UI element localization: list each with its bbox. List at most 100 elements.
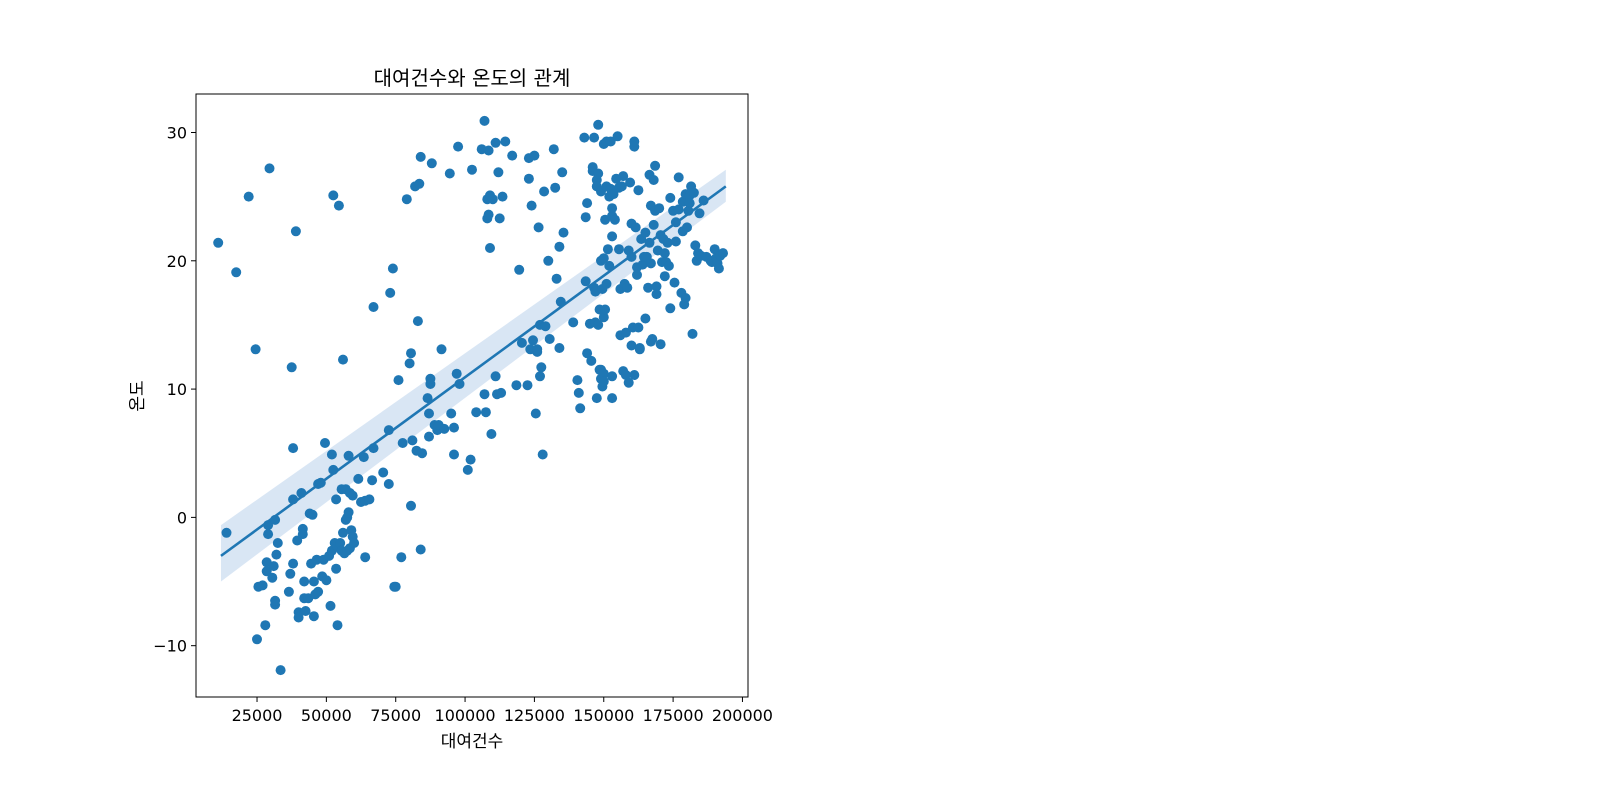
data-point xyxy=(526,200,537,211)
data-point xyxy=(633,322,644,333)
y-tick-label: 0 xyxy=(177,508,187,527)
data-point xyxy=(252,634,262,645)
data-point xyxy=(485,243,495,253)
data-point xyxy=(479,115,490,126)
data-point xyxy=(550,182,561,193)
data-point xyxy=(290,226,301,237)
data-point xyxy=(360,552,371,563)
data-point xyxy=(609,214,620,225)
data-point xyxy=(554,241,565,252)
data-point xyxy=(572,375,583,386)
data-point xyxy=(332,620,343,631)
data-point xyxy=(338,354,348,365)
data-point xyxy=(647,334,658,344)
data-point xyxy=(537,449,548,460)
y-tick-label: −10 xyxy=(153,637,187,656)
data-point xyxy=(580,276,591,287)
data-point xyxy=(500,136,511,147)
data-point xyxy=(529,150,540,161)
data-point xyxy=(335,538,346,548)
data-point xyxy=(483,209,494,220)
data-point xyxy=(601,278,612,289)
x-tick-label: 150000 xyxy=(573,706,634,725)
data-point xyxy=(497,191,508,202)
data-point xyxy=(451,368,462,379)
data-point xyxy=(378,467,389,478)
data-point xyxy=(523,173,534,184)
data-point xyxy=(496,387,507,398)
data-point xyxy=(271,549,282,560)
data-point xyxy=(535,371,545,382)
data-point xyxy=(263,529,274,540)
data-point xyxy=(321,575,332,586)
data-point xyxy=(602,244,613,255)
data-point xyxy=(573,387,584,398)
x-axis-ticks: 25000 50000 75000 100000 125000 150000 175000 2… xyxy=(232,697,773,725)
data-point xyxy=(673,204,684,215)
plot-frame xyxy=(195,93,749,698)
data-point xyxy=(325,600,336,611)
data-point xyxy=(511,380,522,391)
y-tick-label: 10 xyxy=(167,380,187,399)
data-point xyxy=(390,581,401,592)
data-point xyxy=(479,389,490,400)
data-point xyxy=(436,344,447,355)
data-point xyxy=(328,190,339,201)
data-point xyxy=(397,438,408,448)
regression-confidence-band xyxy=(220,169,726,582)
data-point xyxy=(494,213,505,224)
data-point xyxy=(414,178,425,189)
data-point xyxy=(625,177,636,188)
data-point xyxy=(364,494,375,505)
data-point xyxy=(406,348,416,359)
data-point xyxy=(659,271,670,282)
data-point xyxy=(320,438,330,448)
data-point xyxy=(387,263,398,274)
data-point xyxy=(532,344,543,355)
y-tick-label: 30 xyxy=(167,123,187,142)
data-point xyxy=(582,198,593,209)
y-tick-label: 20 xyxy=(167,252,187,271)
data-point xyxy=(444,168,455,179)
data-points-layer xyxy=(213,115,728,676)
data-point xyxy=(415,151,426,162)
data-point xyxy=(514,264,525,275)
data-point xyxy=(300,606,311,616)
data-point xyxy=(462,464,473,475)
data-point xyxy=(670,236,681,247)
data-point xyxy=(267,572,278,583)
data-point xyxy=(465,454,476,465)
data-point xyxy=(623,377,634,388)
data-point xyxy=(288,443,299,454)
data-point xyxy=(607,231,618,242)
data-point xyxy=(268,561,279,572)
data-point xyxy=(607,393,618,404)
regression-line-layer xyxy=(220,185,727,557)
data-point xyxy=(383,479,394,489)
data-point xyxy=(682,222,692,233)
data-point xyxy=(690,240,701,251)
data-point xyxy=(593,119,604,130)
data-point xyxy=(713,263,724,274)
data-point xyxy=(449,449,459,460)
x-tick-label: 25000 xyxy=(232,706,283,725)
data-point xyxy=(299,576,310,587)
data-point xyxy=(260,620,271,631)
data-point xyxy=(530,408,541,419)
data-point xyxy=(285,568,296,579)
data-point xyxy=(422,393,433,404)
data-point xyxy=(425,373,436,384)
data-point xyxy=(669,277,680,288)
data-point xyxy=(424,431,434,442)
data-point xyxy=(633,185,644,196)
regression-line xyxy=(220,185,727,557)
data-point xyxy=(680,293,691,303)
data-point xyxy=(557,167,568,178)
data-point xyxy=(665,192,676,203)
data-point xyxy=(367,475,378,486)
data-point xyxy=(404,358,415,369)
data-point xyxy=(580,212,591,223)
data-point xyxy=(467,164,477,175)
